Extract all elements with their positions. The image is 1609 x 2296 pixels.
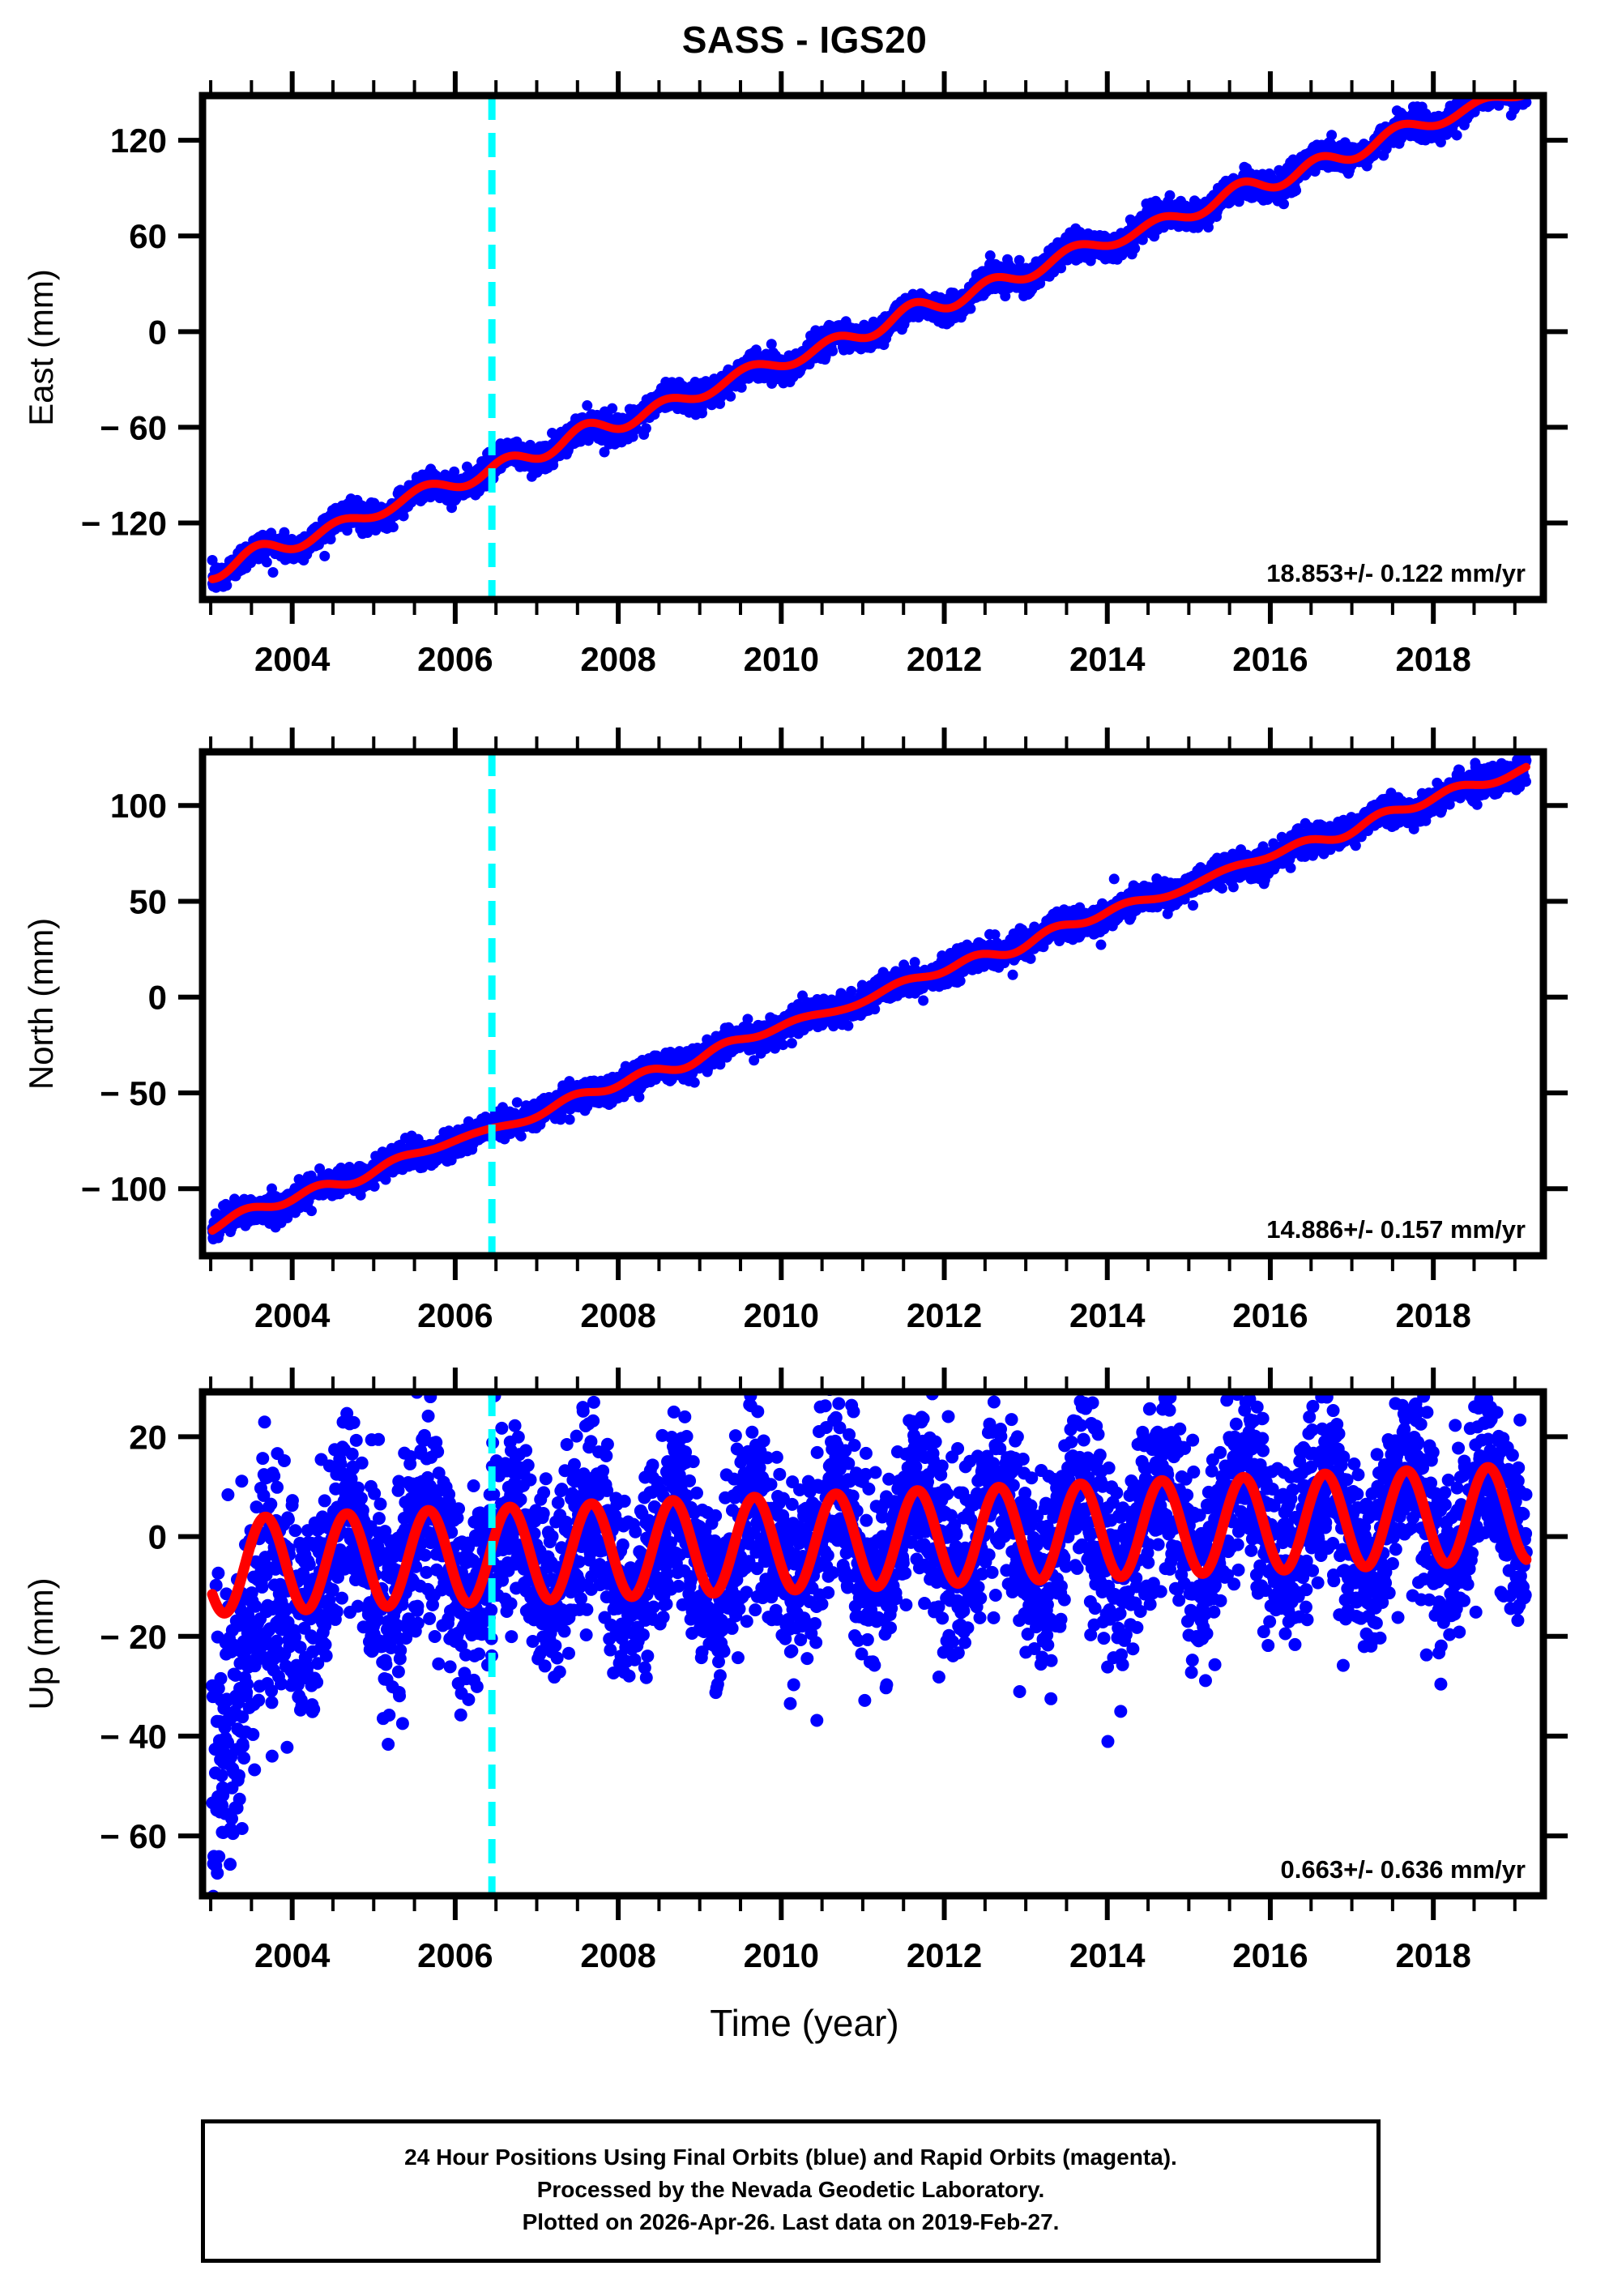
x-tick-label: 2006 <box>417 640 493 678</box>
x-tick-label: 2008 <box>580 1296 655 1334</box>
y-tick-label: − 100 <box>81 1170 167 1208</box>
rate-annotation: 14.886+/- 0.157 mm/yr <box>1266 1215 1526 1244</box>
x-tick-label: 2012 <box>907 1296 982 1334</box>
x-axis-title: Time (year) <box>710 2002 899 2044</box>
y-tick-label: − 60 <box>100 408 167 446</box>
y-tick-label: − 120 <box>81 505 167 543</box>
x-tick-label: 2010 <box>744 1296 819 1334</box>
y-tick-label: − 40 <box>100 1718 167 1756</box>
y-axis-tick-labels: 20 0 − 20 − 40 − 60 <box>100 1418 167 1855</box>
x-tick-label: 2004 <box>254 1296 331 1334</box>
x-tick-label: 2012 <box>907 1936 982 1974</box>
y-tick-label: 60 <box>129 217 167 255</box>
x-tick-label: 2012 <box>907 640 982 678</box>
trend-fit-line <box>208 96 1530 583</box>
plot-frame <box>198 748 1547 1260</box>
x-tick-label: 2008 <box>580 640 655 678</box>
rate-annotation: 18.853+/- 0.122 mm/yr <box>1266 559 1526 587</box>
x-tick-label: 2014 <box>1069 640 1146 678</box>
x-axis-ticks <box>209 71 1517 624</box>
y-tick-label: 0 <box>148 979 167 1017</box>
x-tick-label: 2014 <box>1069 1296 1146 1334</box>
y-tick-label: 50 <box>129 882 167 920</box>
y-tick-label: − 50 <box>100 1074 167 1112</box>
y-axis-tick-labels: 120 60 0 − 60 − 120 <box>81 122 167 542</box>
y-axis-title: East (mm) <box>22 269 60 426</box>
y-tick-label: − 60 <box>100 1817 167 1855</box>
y-axis-title: Up (mm) <box>22 1577 60 1709</box>
y-tick-label: 0 <box>148 1518 167 1556</box>
x-axis-ticks <box>209 1368 1517 1920</box>
caption-line-3: Plotted on 2026-Apr-26. Last data on 201… <box>522 2209 1060 2234</box>
x-tick-label: 2016 <box>1232 1296 1308 1334</box>
x-tick-label: 2016 <box>1232 1936 1308 1974</box>
x-tick-label: 2016 <box>1232 640 1308 678</box>
x-tick-label: 2014 <box>1069 1936 1146 1974</box>
y-tick-label: 0 <box>148 313 167 351</box>
x-tick-label: 2018 <box>1395 1936 1470 1974</box>
x-axis-tick-labels: 2004 2006 2008 2010 2012 2014 2016 2018 <box>254 1936 1471 1974</box>
plot-frame <box>198 92 1547 604</box>
x-tick-label: 2018 <box>1395 1296 1470 1334</box>
x-axis-tick-labels: 2004 2006 2008 2010 2012 2014 2016 2018 <box>254 1296 1471 1334</box>
y-axis-ticks <box>178 1434 1568 1839</box>
data-layer <box>207 752 1532 1245</box>
x-tick-label: 2004 <box>254 640 331 678</box>
x-tick-label: 2006 <box>417 1296 493 1334</box>
x-tick-label: 2004 <box>254 1936 331 1974</box>
page-title: SASS - IGS20 <box>681 19 928 61</box>
data-layer <box>207 96 1532 593</box>
x-tick-label: 2018 <box>1395 640 1470 678</box>
y-axis-title: North (mm) <box>22 918 60 1090</box>
y-tick-label: 20 <box>129 1418 167 1456</box>
x-tick-label: 2010 <box>744 640 819 678</box>
y-axis-tick-labels: 100 50 0 − 50 − 100 <box>81 787 167 1208</box>
y-tick-label: 120 <box>110 122 167 160</box>
x-tick-label: 2006 <box>417 1936 493 1974</box>
y-tick-label: − 20 <box>100 1618 167 1656</box>
trend-fit-line <box>207 1462 1532 1619</box>
trend-fit-line <box>208 762 1530 1235</box>
caption-line-1: 24 Hour Positions Using Final Orbits (bl… <box>404 2144 1177 2170</box>
x-tick-label: 2008 <box>580 1936 655 1974</box>
x-tick-label: 2010 <box>744 1936 819 1974</box>
x-axis-tick-labels: 2004 2006 2008 2010 2012 2014 2016 2018 <box>254 640 1471 678</box>
y-axis-ticks <box>178 138 1568 526</box>
chart-panel-up: 2004 2006 2008 2010 2012 2014 2016 2018 20 0 − 20 −… <box>22 1368 1568 1974</box>
caption-line-2: Processed by the Nevada Geodetic Laborat… <box>536 2176 1045 2202</box>
y-axis-ticks <box>178 803 1568 1192</box>
plot-frame <box>198 1388 1547 1900</box>
y-tick-label: 100 <box>110 787 167 825</box>
chart-panel-east: 2004 2006 2008 2010 2012 2014 2016 2018 120 60 0 − … <box>22 71 1568 678</box>
x-axis-ticks <box>209 728 1517 1280</box>
data-layer <box>206 1392 1533 1896</box>
caption-box: 24 Hour Positions Using Final Orbits (bl… <box>201 2119 1381 2264</box>
scatter-points-daily-positions <box>206 1392 1533 1896</box>
chart-panel-north: 2004 2006 2008 2010 2012 2014 2016 2018 100 50 0 − … <box>22 728 1568 1334</box>
rate-annotation: 0.663+/- 0.636 mm/yr <box>1281 1855 1526 1884</box>
